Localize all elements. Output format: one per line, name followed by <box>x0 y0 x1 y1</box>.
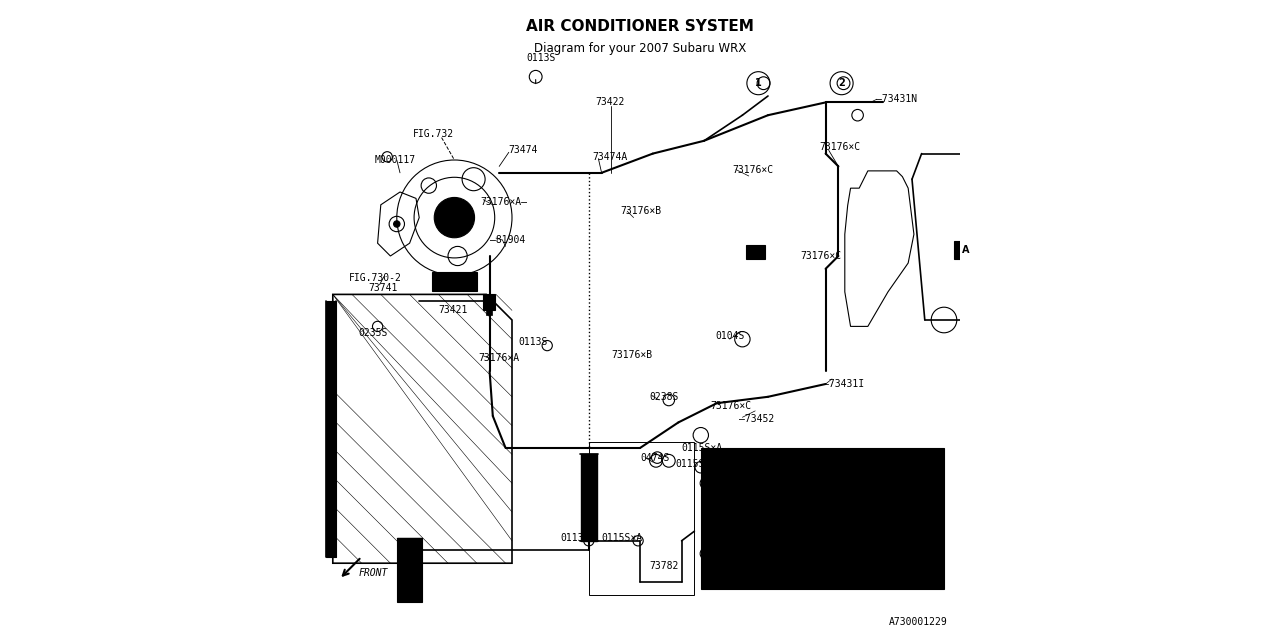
Text: 0115S×A: 0115S×A <box>602 532 643 543</box>
Bar <box>954 241 978 259</box>
Text: (07MY0607-): (07MY0607-) <box>842 502 896 511</box>
Bar <box>581 454 596 541</box>
Circle shape <box>434 197 475 238</box>
Bar <box>397 538 422 602</box>
Text: (FOR STD): (FOR STD) <box>768 455 813 464</box>
Circle shape <box>394 221 399 227</box>
Text: 73176×C: 73176×C <box>732 164 774 175</box>
Text: 0474S: 0474S <box>640 452 669 463</box>
Text: 0238S: 0238S <box>650 392 678 402</box>
Text: (EXC.STD): (EXC.STD) <box>768 479 813 488</box>
Text: 73176×C: 73176×C <box>800 251 841 261</box>
Text: —73431I: —73431I <box>823 379 864 389</box>
Text: 73482*B: 73482*B <box>704 455 739 464</box>
Text: 73782: 73782 <box>704 525 730 534</box>
Text: —73452: —73452 <box>740 414 774 424</box>
Text: (EXC.STD): (EXC.STD) <box>768 549 813 558</box>
Text: A: A <box>751 247 759 257</box>
Text: —81904: —81904 <box>490 235 525 245</box>
Text: 1: 1 <box>755 78 762 88</box>
Text: (-07MY0606): (-07MY0606) <box>842 479 896 488</box>
Text: FIG.732: FIG.732 <box>412 129 454 140</box>
Text: 2  W205112: 2 W205112 <box>704 549 754 558</box>
Text: 0113S: 0113S <box>526 52 556 63</box>
Text: 73176×A: 73176×A <box>479 353 520 364</box>
Text: (FOR ALL): (FOR ALL) <box>768 502 813 511</box>
Text: FRONT: FRONT <box>358 568 388 578</box>
Text: 0113S: 0113S <box>518 337 548 348</box>
Text: (FOR ALL): (FOR ALL) <box>768 573 813 582</box>
Text: (-07MY0606): (-07MY0606) <box>842 549 896 558</box>
Text: Diagram for your 2007 Subaru WRX: Diagram for your 2007 Subaru WRX <box>534 42 746 54</box>
Bar <box>486 310 492 315</box>
Text: 73741: 73741 <box>369 283 397 293</box>
Text: 0113S: 0113S <box>561 532 589 543</box>
Text: 73176×A—: 73176×A— <box>480 196 527 207</box>
Text: 73176×C: 73176×C <box>819 142 860 152</box>
Text: 73176×B: 73176×B <box>612 350 653 360</box>
Text: 2: 2 <box>838 78 845 88</box>
Text: A730001229: A730001229 <box>888 617 947 627</box>
Bar <box>745 245 765 259</box>
Text: (-07MY0606): (-07MY0606) <box>842 525 896 534</box>
Text: 73474A: 73474A <box>591 152 627 162</box>
Text: 1  W205112: 1 W205112 <box>704 479 754 488</box>
Text: 0104S: 0104S <box>716 331 745 341</box>
Text: 73176×C: 73176×C <box>710 401 751 412</box>
Bar <box>484 294 495 310</box>
Text: 73421: 73421 <box>438 305 467 316</box>
Text: 73482*B: 73482*B <box>704 502 739 511</box>
Bar <box>433 272 477 291</box>
Text: AIR CONDITIONER SYSTEM: AIR CONDITIONER SYSTEM <box>526 19 754 34</box>
Text: 73422: 73422 <box>595 97 625 108</box>
Text: 73176×B: 73176×B <box>621 206 662 216</box>
Text: 1: 1 <box>704 479 708 488</box>
Text: 0235S: 0235S <box>358 328 388 338</box>
Text: 2: 2 <box>704 549 708 558</box>
Text: 0115S×A—: 0115S×A— <box>676 459 722 469</box>
Bar <box>589 442 694 595</box>
Text: 73782: 73782 <box>650 561 678 572</box>
Text: (07MY0607-): (07MY0607-) <box>842 573 896 582</box>
Text: (FOR STD): (FOR STD) <box>768 525 813 534</box>
Text: M000117: M000117 <box>374 155 416 165</box>
Bar <box>326 301 335 557</box>
Bar <box>701 448 945 589</box>
Text: 73474: 73474 <box>508 145 538 156</box>
Text: (-07MY0606): (-07MY0606) <box>842 455 896 464</box>
Text: —73431N: —73431N <box>876 94 916 104</box>
Text: 0115S×A—: 0115S×A— <box>681 443 728 453</box>
Text: FIG.730-2: FIG.730-2 <box>348 273 402 284</box>
Text: 73782: 73782 <box>704 573 730 582</box>
Text: A: A <box>963 245 969 255</box>
